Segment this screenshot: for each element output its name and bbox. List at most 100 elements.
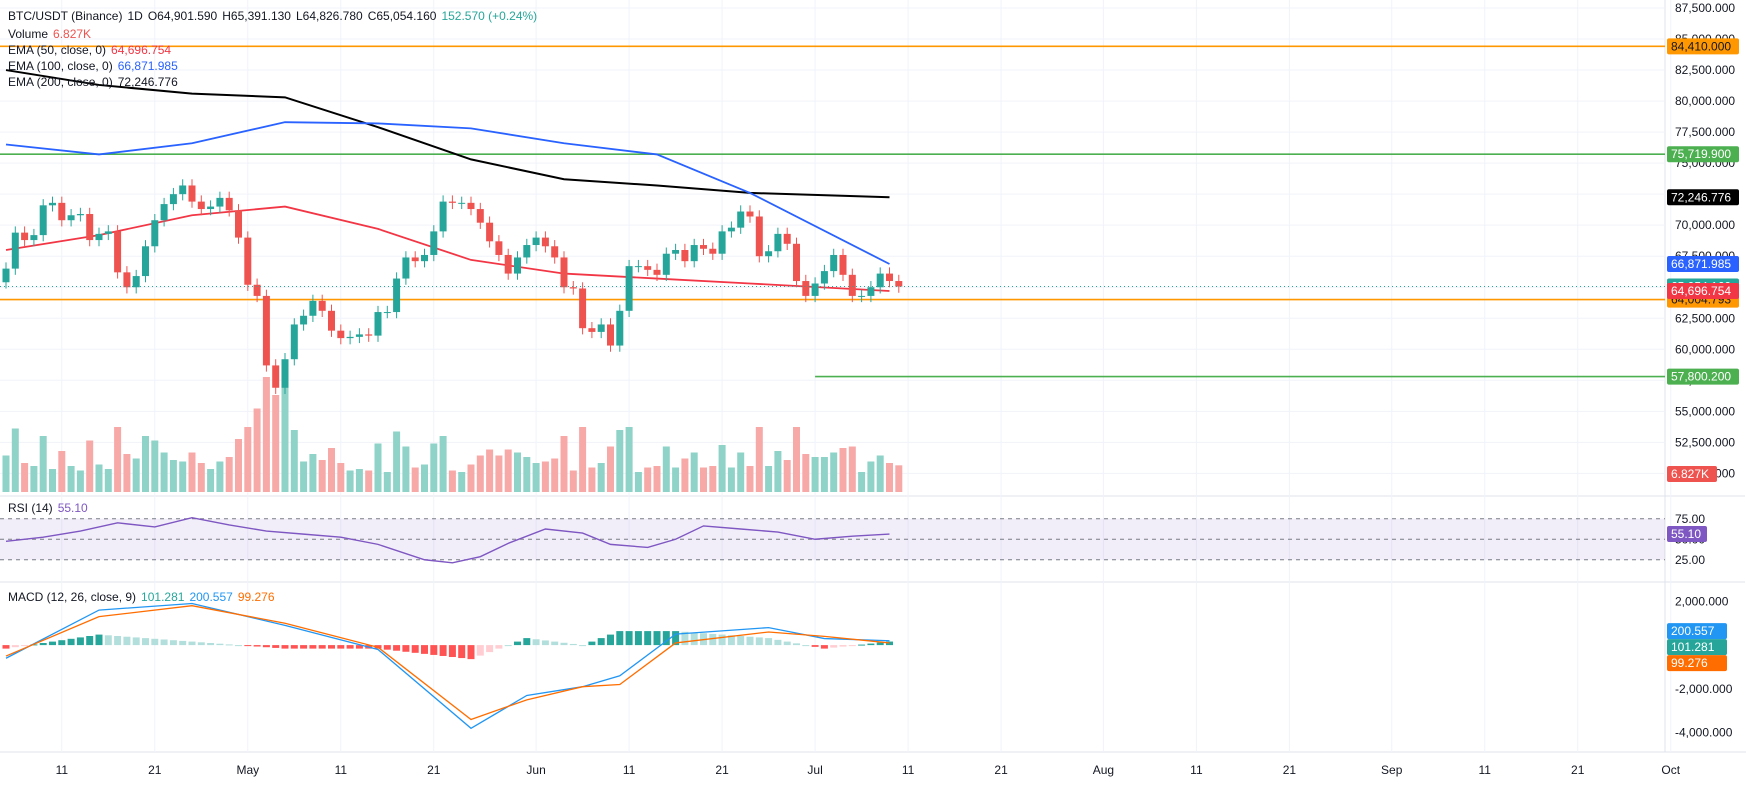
volume-bar [495, 455, 503, 492]
candle-body [383, 312, 391, 314]
volume-bar [337, 463, 345, 492]
candle-body [318, 300, 326, 311]
candle-body [476, 209, 484, 223]
rsi-label: RSI (14) [8, 501, 53, 515]
volume-bar [21, 463, 29, 492]
macd-histogram-bar [774, 639, 782, 646]
candle-body [272, 365, 280, 388]
price-tick-label: 80,000.000 [1675, 94, 1735, 108]
volume-bar [662, 446, 670, 492]
candle-body [755, 216, 763, 257]
volume-bar [244, 427, 252, 492]
time-tick-label: Aug [1093, 763, 1114, 777]
candle-body [597, 324, 605, 332]
volume-bar [86, 440, 94, 492]
volume-bar [290, 430, 298, 492]
volume-bar [132, 458, 140, 492]
macd-histogram-bar [793, 643, 800, 646]
volume-bar [235, 439, 242, 492]
candle-body [123, 272, 131, 288]
macd-histogram-bar [486, 645, 494, 653]
candle-body [309, 300, 317, 316]
macd-histogram-bar [132, 637, 140, 646]
macd-histogram-bar [207, 643, 215, 646]
macd-axis-label: -2,000.000 [1675, 682, 1733, 696]
candle-body [616, 310, 624, 346]
candle-body [430, 231, 438, 255]
macd-histogram-bar [867, 643, 875, 646]
level-price-badge [1667, 38, 1739, 55]
candle-body [690, 245, 698, 262]
macd-hist-value: 101.281 [141, 590, 185, 604]
volume-bar [737, 452, 745, 492]
volume-bar [207, 469, 215, 492]
price-badge [1667, 282, 1739, 299]
candle-body [811, 283, 819, 296]
macd-histogram-bar [235, 645, 242, 647]
macd-label: MACD (12, 26, close, 9) [8, 590, 137, 604]
candle-body [830, 254, 838, 272]
macd-histogram-bar [421, 645, 428, 654]
price-tick-label: 55,000.000 [1675, 404, 1735, 418]
candle-body [579, 288, 587, 329]
volume-bar [579, 427, 587, 492]
macd-histogram-bar [607, 634, 614, 646]
macd-histogram-bar [123, 636, 131, 646]
rsi-axis-label: 25.00 [1675, 553, 1705, 567]
candle-body [104, 231, 112, 234]
candle-body [541, 237, 549, 247]
macd-histogram-bar [625, 631, 633, 646]
candle-body [393, 278, 401, 313]
candle-body [737, 211, 745, 228]
volume-bar [439, 436, 447, 492]
candle-body [179, 185, 187, 195]
macd-badge-label: 101.281 [1671, 640, 1715, 654]
volume-bar [402, 446, 410, 492]
macd-histogram-bar [588, 641, 596, 646]
macd-histogram-bar [662, 631, 670, 646]
time-tick-label: 21 [1571, 763, 1585, 777]
volume-bar [262, 377, 270, 492]
macd-histogram-bar [886, 641, 893, 646]
candle-body [551, 246, 559, 258]
volume-value: 6.827K [53, 27, 92, 41]
price-tick-label: 87,500.000 [1675, 1, 1735, 15]
volume-bar [830, 452, 838, 492]
volume-bar [783, 460, 791, 492]
macd-legend: MACD (12, 26, close, 9) 101.281 200.557 99.… [8, 589, 280, 605]
volume-bar [160, 452, 168, 492]
macd-histogram-bar [848, 645, 856, 647]
candle-body [132, 276, 140, 288]
volume-bar [802, 454, 810, 492]
volume-bar [30, 466, 38, 492]
macd-histogram-bar [718, 634, 726, 646]
time-tick-label: 11 [623, 763, 636, 777]
macd-histogram-bar [76, 637, 84, 646]
candle-body [337, 330, 345, 339]
candle-body [225, 197, 233, 211]
macd-histogram-bar [467, 645, 475, 660]
volume-badge-label: 6.827K [1671, 467, 1709, 481]
candle-body [114, 231, 122, 273]
macd-histogram-bar [858, 644, 866, 646]
macd-histogram-bar [448, 645, 456, 658]
price-tick-label: 70,000.000 [1675, 218, 1735, 232]
candle-body [39, 205, 47, 236]
macd-signal-value: 99.276 [237, 590, 275, 604]
candle-body [151, 220, 159, 247]
macd-histogram-bar [737, 636, 745, 646]
candle-body [662, 253, 670, 275]
macd-histogram-bar [86, 636, 94, 646]
macd-badge-label: 200.557 [1671, 624, 1715, 638]
candle-body [235, 210, 242, 238]
candle-body [300, 315, 308, 325]
candle-body [718, 231, 726, 254]
volume-bar [532, 463, 540, 492]
candle-body [514, 257, 521, 274]
macd-histogram-bar [142, 638, 149, 646]
volume-bar [95, 464, 103, 492]
time-tick-label: 21 [148, 763, 162, 777]
time-tick-label: Jun [526, 763, 545, 777]
